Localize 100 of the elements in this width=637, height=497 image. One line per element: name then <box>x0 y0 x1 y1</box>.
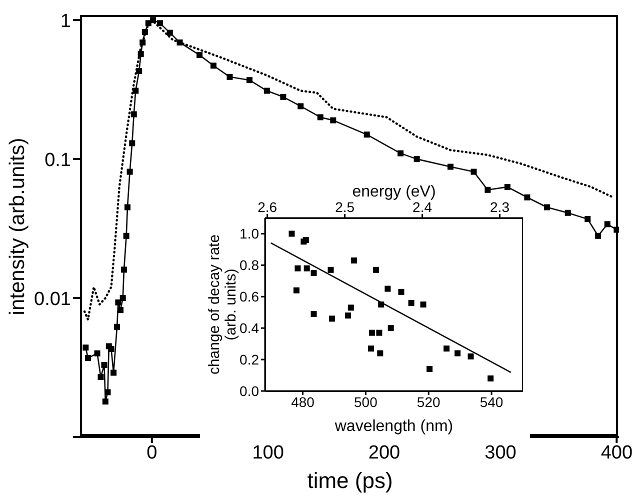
point <box>364 132 370 138</box>
point <box>376 330 382 336</box>
point <box>317 114 324 120</box>
point <box>595 232 602 239</box>
x-tick-label: 540 <box>480 394 504 410</box>
x-tick-label: 300 <box>484 442 516 464</box>
point <box>484 186 491 193</box>
point <box>426 366 433 372</box>
point <box>82 344 89 351</box>
y-tick-label: 1.0 <box>240 226 260 242</box>
x2-axis-title: energy (eV) <box>352 183 436 200</box>
point <box>118 307 124 314</box>
point <box>488 375 494 382</box>
point <box>420 302 426 308</box>
point <box>448 164 454 170</box>
y-tick-label: 0.1 <box>44 150 71 171</box>
point <box>123 232 130 239</box>
point <box>444 346 450 352</box>
point <box>378 302 384 308</box>
point <box>398 288 404 295</box>
point <box>129 140 136 146</box>
point <box>196 52 203 58</box>
point <box>101 362 108 368</box>
point <box>110 370 117 376</box>
point <box>504 184 510 190</box>
point <box>310 270 317 276</box>
point <box>584 216 591 222</box>
point <box>102 398 108 405</box>
point <box>126 168 133 175</box>
y-tick-label: 0.6 <box>240 288 260 305</box>
point <box>544 204 550 210</box>
point <box>454 350 461 356</box>
point <box>108 346 114 352</box>
point <box>298 103 304 110</box>
point <box>470 168 477 175</box>
x-tick-label: 200 <box>368 442 400 464</box>
point <box>288 230 295 237</box>
x-axis-title: time (ps) <box>307 468 393 493</box>
point <box>348 304 354 311</box>
x2-tick-label: 2.5 <box>335 199 355 215</box>
point <box>104 389 111 396</box>
point <box>150 17 156 24</box>
point <box>124 204 130 210</box>
point <box>120 266 127 273</box>
point <box>564 210 571 216</box>
point <box>114 324 120 330</box>
x-tick-label: 100 <box>252 442 284 464</box>
point <box>373 266 380 273</box>
point <box>94 350 100 356</box>
y-axis-title: change of decay rate (arb. units) <box>206 234 240 375</box>
point <box>294 265 301 272</box>
point <box>246 77 252 84</box>
point <box>176 39 183 46</box>
point <box>351 257 358 264</box>
point <box>408 300 414 306</box>
point <box>132 88 139 94</box>
point <box>166 30 173 36</box>
point <box>98 374 104 380</box>
x-tick-label: 400 <box>600 442 633 464</box>
point <box>524 194 530 200</box>
point <box>345 312 352 319</box>
point <box>377 350 384 356</box>
point <box>310 310 317 317</box>
point <box>140 39 146 46</box>
point <box>142 29 148 36</box>
x2-tick-label: 2.3 <box>490 199 510 215</box>
point <box>398 150 404 156</box>
x2-tick-label: 2.6 <box>258 199 278 215</box>
point <box>280 94 286 100</box>
point <box>115 299 122 306</box>
point <box>264 88 270 94</box>
x-tick-label: 500 <box>354 394 378 410</box>
point <box>388 325 394 332</box>
x-axis-title: wavelength (nm) <box>334 418 454 435</box>
point <box>138 51 144 58</box>
y-tick-label: 0.01 <box>34 288 71 310</box>
point <box>84 355 91 362</box>
y-tick-label: 0.8 <box>240 257 260 274</box>
point <box>329 316 336 322</box>
point <box>384 286 391 292</box>
x-tick-label: 480 <box>291 394 315 410</box>
point <box>136 68 142 74</box>
y-tick-label: 0.2 <box>240 352 260 368</box>
x-tick-label: 520 <box>416 394 440 410</box>
point <box>414 156 420 162</box>
point <box>328 266 334 273</box>
y-tick-label: 1 <box>60 10 71 32</box>
point <box>368 330 375 336</box>
point <box>293 287 300 294</box>
y-tick-label: 0.4 <box>240 320 260 336</box>
point <box>120 295 126 302</box>
x2-tick-label: 2.4 <box>412 199 432 215</box>
x-tick-label: 0 <box>146 442 158 464</box>
y-tick-label: 0.0 <box>240 382 260 399</box>
y-axis-title: intensity (arb.units) <box>6 138 29 316</box>
point <box>304 265 310 272</box>
point <box>210 62 216 69</box>
point <box>130 111 137 118</box>
point <box>330 117 336 124</box>
point <box>468 353 474 360</box>
